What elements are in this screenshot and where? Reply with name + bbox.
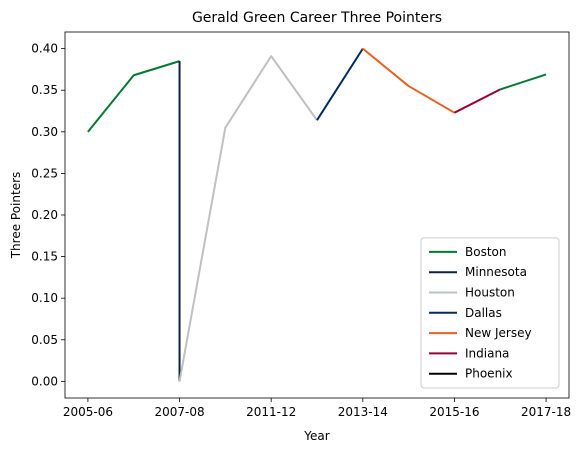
series-line-indiana xyxy=(453,88,501,114)
y-axis-label: Three Pointers xyxy=(9,172,23,260)
y-tick-label: 0.40 xyxy=(31,42,58,56)
chart-title: Gerald Green Career Three Pointers xyxy=(192,10,442,26)
x-tick-label: 2015-16 xyxy=(429,405,479,419)
legend-label: Dallas xyxy=(465,306,502,320)
x-tick-label: 2011-12 xyxy=(246,405,296,419)
legend-label: Houston xyxy=(465,286,515,300)
series-line-dallas xyxy=(316,48,364,121)
legend-label: Boston xyxy=(465,245,506,259)
y-tick-label: 0.35 xyxy=(31,83,58,97)
legend: Boston Minnesota Houston Dallas New Jersey In… xyxy=(420,237,560,389)
legend-label: Minnesota xyxy=(465,265,527,279)
series-line-new-jersey xyxy=(362,47,455,114)
y-tick-label: 0.00 xyxy=(31,374,58,388)
series-line-houston xyxy=(178,55,318,382)
y-tick-label: 0.30 xyxy=(31,125,58,139)
legend-box xyxy=(420,237,560,389)
y-tick-label: 0.20 xyxy=(31,208,58,222)
x-axis-label: Year xyxy=(303,429,329,443)
x-tick-label: 2017-18 xyxy=(521,405,571,419)
y-tick-label: 0.15 xyxy=(31,250,58,264)
y-tick-label: 0.05 xyxy=(31,333,58,347)
x-tick-label: 2007-08 xyxy=(154,405,204,419)
y-tick-label: 0.25 xyxy=(31,166,58,180)
legend-label: Indiana xyxy=(465,346,509,360)
series-line-boston xyxy=(87,60,180,133)
series-line-boston xyxy=(499,73,547,91)
x-tick-label: 2005-06 xyxy=(63,405,113,419)
x-tick-label: 2013-14 xyxy=(338,405,388,419)
plot-area: 2005-06 2007-08 2011-12 2013-14 2015-16 2017-… xyxy=(31,31,571,419)
y-tick-label: 0.10 xyxy=(31,291,58,305)
legend-label: Phoenix xyxy=(465,367,513,381)
legend-label: New Jersey xyxy=(465,326,532,340)
